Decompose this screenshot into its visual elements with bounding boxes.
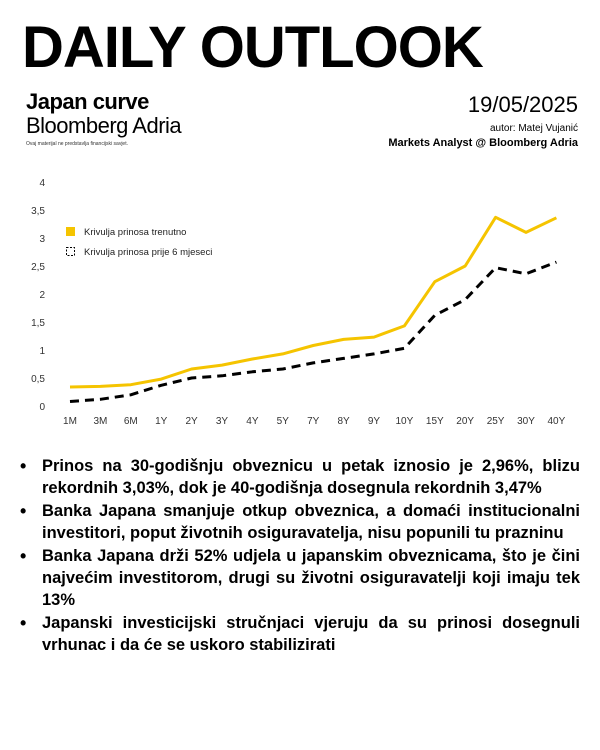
page-title: DAILY OUTLOOK <box>22 15 484 80</box>
bullet-list: • Prinos na 30-godišnju obveznicu u petak… <box>14 455 580 657</box>
author-role: Markets Analyst @ Bloomberg Adria <box>388 137 578 149</box>
series-line-previous <box>69 260 557 403</box>
bullet-text: Banka Japana drži 52% udjela u japanskim… <box>42 547 580 609</box>
x-tick-label: 1M <box>63 416 77 427</box>
bullet-text: Japanski investicijski stručnjaci vjeruj… <box>42 614 580 654</box>
bullet-item: • Banka Japana smanjuje otkup obveznica, … <box>14 500 580 544</box>
y-tick-label: 2 <box>39 290 45 301</box>
bullet-item: • Banka Japana drži 52% udjela u japanski… <box>14 545 580 611</box>
bullet-item: • Japanski investicijski stručnjaci vjeru… <box>14 612 580 656</box>
x-tick-label: 7Y <box>307 416 320 427</box>
x-tick-label: 10Y <box>396 416 414 427</box>
chart-subtitle: Japan curve <box>26 89 149 114</box>
x-tick-label: 4Y <box>246 416 259 427</box>
bullet-dot: • <box>20 501 27 521</box>
bullet-dot: • <box>20 456 27 476</box>
legend-label-previous: Krivulja prinosa prije 6 mjeseci <box>84 247 212 258</box>
x-tick-label: 6M <box>124 416 138 427</box>
bullet-dot: • <box>20 613 27 633</box>
x-tick-label: 5Y <box>277 416 290 427</box>
y-tick-label: 0,5 <box>31 374 45 385</box>
yield-curve-chart: 0 0,5 1 1,5 2 2,5 3 3,5 4 1M 3M 6M 1Y 2Y 3Y 4Y 5Y 7Y 8Y 9Y 1… <box>31 178 566 427</box>
bullet-text: Banka Japana smanjuje otkup obveznica, a… <box>42 502 580 542</box>
x-tick-label: 15Y <box>426 416 444 427</box>
series-line-current <box>69 215 558 389</box>
bullet-dot: • <box>20 546 27 566</box>
x-tick-label: 20Y <box>456 416 474 427</box>
x-tick-label: 1Y <box>155 416 168 427</box>
y-tick-label: 4 <box>39 178 45 189</box>
disclaimer: Ovaj materijal ne predstavlja financijsk… <box>26 141 128 147</box>
meta-block: 19/05/2025 autor: Matej Vujanić Markets … <box>388 92 578 150</box>
x-tick-label: 40Y <box>548 416 566 427</box>
y-tick-label: 3,5 <box>31 206 45 217</box>
author-name: autor: Matej Vujanić <box>489 123 578 134</box>
legend-swatch-previous <box>66 247 75 256</box>
legend-label-current: Krivulja prinosa trenutno <box>84 227 186 238</box>
x-tick-label: 3M <box>93 416 107 427</box>
brand-name: Bloomberg Adria <box>26 113 182 138</box>
x-tick-label: 8Y <box>337 416 350 427</box>
subtitle-block: Japan curve Bloomberg Adria Ovaj materij… <box>26 89 182 148</box>
bullet-item: • Prinos na 30-godišnju obveznicu u petak… <box>14 455 580 499</box>
bullet-text: Prinos na 30-godišnju obveznicu u petak … <box>42 457 580 497</box>
x-tick-label: 3Y <box>216 416 229 427</box>
x-tick-label: 2Y <box>185 416 198 427</box>
legend-swatch-current <box>66 227 75 236</box>
y-tick-label: 3 <box>39 234 45 245</box>
x-tick-label: 30Y <box>517 416 535 427</box>
y-tick-label: 2,5 <box>31 262 45 273</box>
y-tick-label: 1,5 <box>31 318 45 329</box>
y-tick-label: 0 <box>39 402 45 413</box>
x-tick-label: 25Y <box>487 416 505 427</box>
x-tick-label: 9Y <box>368 416 381 427</box>
report-date: 19/05/2025 <box>467 92 578 117</box>
y-tick-label: 1 <box>39 346 45 357</box>
